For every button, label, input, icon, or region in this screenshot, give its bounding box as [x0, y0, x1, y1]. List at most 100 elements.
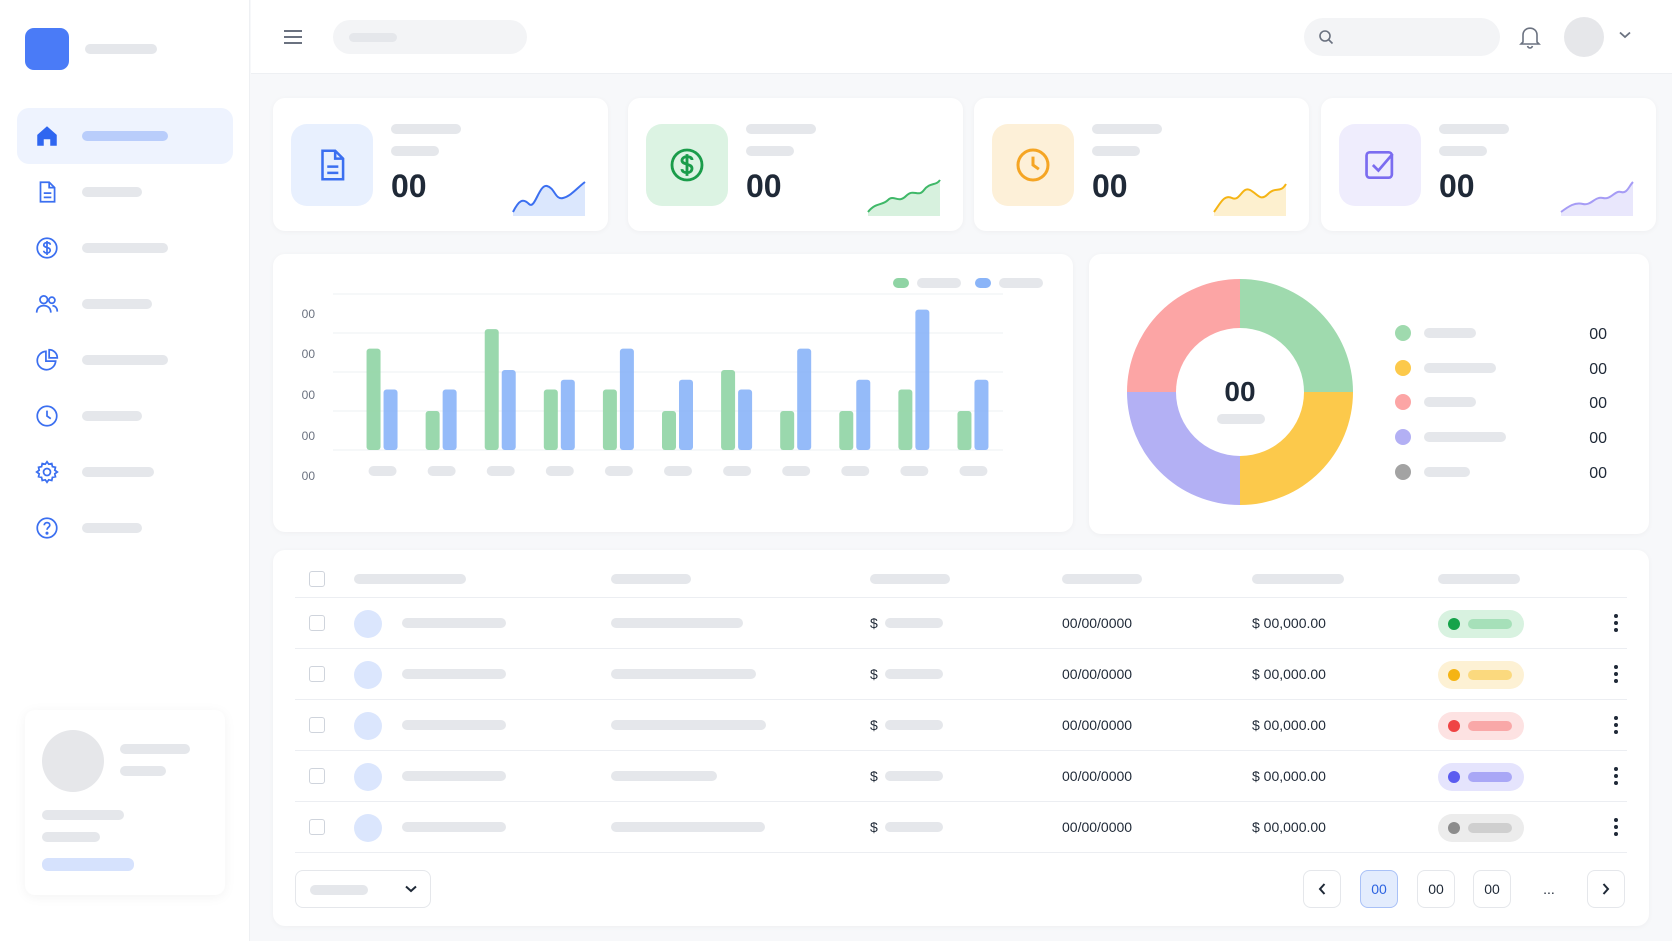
y-tick-label: 00	[302, 388, 316, 402]
stat-card-pending[interactable]: 00	[974, 98, 1309, 231]
bar[interactable]	[366, 348, 381, 450]
breadcrumb[interactable]	[333, 20, 527, 54]
column-header-placeholder[interactable]	[354, 574, 466, 584]
legend-label-placeholder	[1424, 397, 1476, 407]
chevron-down-icon[interactable]	[1618, 30, 1632, 40]
bar[interactable]	[679, 379, 693, 450]
nav-label-placeholder	[82, 355, 168, 365]
table-row[interactable]: $ 00/00/0000 $ 00,000.00	[295, 700, 1627, 751]
bar[interactable]	[915, 309, 930, 450]
bell-icon[interactable]	[1519, 25, 1541, 49]
donut-chart: 00 00 00 00 00 00	[1127, 279, 1607, 505]
bar[interactable]	[484, 329, 499, 450]
row-checkbox[interactable]	[309, 666, 325, 682]
donut-slice[interactable]	[1127, 279, 1240, 392]
row-checkbox[interactable]	[309, 615, 325, 631]
table-row[interactable]: $ 00/00/0000 $ 00,000.00	[295, 802, 1627, 853]
bar[interactable]	[898, 389, 913, 450]
table-row[interactable]: $ 00/00/0000 $ 00,000.00	[295, 649, 1627, 700]
legend-swatch-blue	[975, 278, 991, 288]
help-icon	[36, 517, 58, 539]
column-header-placeholder[interactable]	[1438, 574, 1520, 584]
more-options-icon[interactable]	[1613, 714, 1619, 736]
column-header-placeholder[interactable]	[1252, 574, 1344, 584]
select-value-placeholder	[310, 885, 368, 895]
menu-icon[interactable]	[282, 27, 304, 47]
bar[interactable]	[560, 379, 575, 450]
nav-label-placeholder	[82, 187, 142, 197]
donut-slice[interactable]	[1240, 279, 1353, 392]
column-header-placeholder[interactable]	[1062, 574, 1142, 584]
bar[interactable]	[619, 348, 634, 450]
pagination-page-3[interactable]: 00	[1473, 870, 1511, 908]
bar[interactable]	[738, 389, 753, 450]
dollar-icon	[670, 148, 704, 182]
avatar[interactable]	[1564, 17, 1604, 57]
x-tick-label-placeholder	[427, 466, 456, 476]
users-icon	[35, 295, 59, 313]
stat-label-placeholder	[1092, 124, 1162, 134]
transactions-table: $ 00/00/0000 $ 00,000.00 $ 00/00/0000 $ …	[273, 550, 1649, 926]
sidebar-item-reports[interactable]	[17, 332, 233, 388]
y-tick-label: 00	[302, 307, 316, 321]
pagination-page-1[interactable]: 00	[1360, 870, 1398, 908]
column-header-placeholder[interactable]	[870, 574, 950, 584]
amount-placeholder	[885, 669, 943, 679]
sidebar-item-settings[interactable]	[17, 444, 233, 500]
sidebar-item-history[interactable]	[17, 388, 233, 444]
row-checkbox[interactable]	[309, 768, 325, 784]
bar[interactable]	[797, 348, 812, 450]
rows-per-page-select[interactable]	[295, 870, 431, 908]
legend-dot	[1395, 325, 1411, 341]
profile-link-placeholder[interactable]	[42, 858, 134, 871]
bar[interactable]	[425, 411, 440, 450]
sidebar-item-users[interactable]	[17, 276, 233, 332]
donut-slice[interactable]	[1240, 392, 1353, 505]
table-row[interactable]: $ 00/00/0000 $ 00,000.00	[295, 751, 1627, 802]
bar[interactable]	[543, 389, 558, 450]
sidebar-item-help[interactable]	[17, 500, 233, 556]
stat-card-revenue[interactable]: 00	[628, 98, 963, 231]
brand[interactable]	[25, 28, 157, 70]
stat-card-completed[interactable]: 00	[1321, 98, 1656, 231]
app-logo[interactable]	[25, 28, 69, 70]
bar[interactable]	[780, 411, 795, 450]
sidebar-item-documents[interactable]	[17, 164, 233, 220]
profile-role-placeholder	[120, 766, 166, 776]
bar[interactable]	[839, 411, 854, 450]
stat-label-placeholder	[746, 124, 816, 134]
row-checkbox[interactable]	[309, 819, 325, 835]
bar[interactable]	[721, 370, 736, 450]
pagination-prev-button[interactable]	[1303, 870, 1341, 908]
amount-prefix: $	[870, 819, 878, 835]
more-options-icon[interactable]	[1613, 765, 1619, 787]
profile-card[interactable]	[25, 710, 225, 895]
amount-placeholder	[885, 822, 943, 832]
bar[interactable]	[602, 389, 617, 450]
search-input[interactable]	[1304, 18, 1500, 56]
bar[interactable]	[442, 389, 457, 450]
sidebar-item-home[interactable]	[17, 108, 233, 164]
bar[interactable]	[856, 379, 871, 450]
column-header-placeholder[interactable]	[611, 574, 691, 584]
avatar	[354, 610, 382, 638]
pagination-next-button[interactable]	[1587, 870, 1625, 908]
legend-swatch-green	[893, 278, 909, 288]
sidebar-nav	[17, 108, 233, 556]
bar[interactable]	[662, 411, 676, 450]
row-checkbox[interactable]	[309, 717, 325, 733]
legend-dot	[1395, 360, 1411, 376]
bar[interactable]	[974, 379, 989, 450]
sidebar-item-payments[interactable]	[17, 220, 233, 276]
pagination-page-2[interactable]: 00	[1417, 870, 1455, 908]
more-options-icon[interactable]	[1613, 816, 1619, 838]
bar[interactable]	[383, 389, 398, 450]
bar[interactable]	[501, 370, 516, 450]
table-row[interactable]: $ 00/00/0000 $ 00,000.00	[295, 598, 1627, 649]
stat-card-documents[interactable]: 00	[273, 98, 608, 231]
more-options-icon[interactable]	[1613, 663, 1619, 685]
select-all-checkbox[interactable]	[309, 571, 325, 587]
bar[interactable]	[957, 411, 972, 450]
donut-slice[interactable]	[1127, 392, 1240, 505]
more-options-icon[interactable]	[1613, 612, 1619, 634]
